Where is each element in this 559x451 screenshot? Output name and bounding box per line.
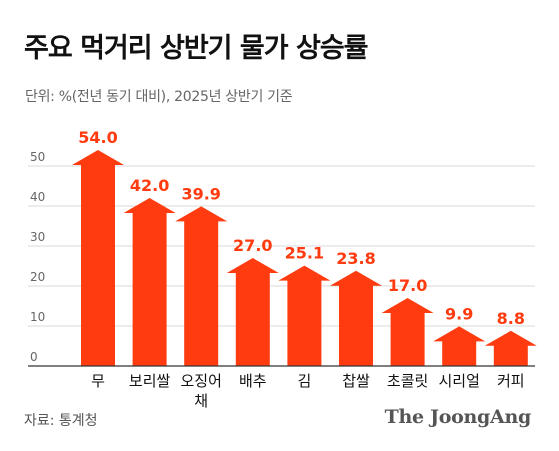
y-tick-label: 40 [30,190,45,204]
x-category-label: 김 [297,372,311,390]
bar-김 [278,265,331,366]
x-category-label: 무 [91,372,105,390]
x-category-label: 초콜릿 [387,372,428,390]
value-label: 9.9 [445,304,473,323]
y-tick-label: 0 [30,350,38,364]
x-category-label: 보리쌀 [129,372,171,390]
value-label: 25.1 [285,244,324,263]
value-label: 17.0 [388,276,427,295]
y-tick-label: 50 [30,150,45,164]
value-label: 8.8 [497,309,525,328]
chart-subtitle: 단위: %(전년 동기 대비), 2025년 상반기 기준 [25,89,293,105]
y-tick-label: 20 [30,270,45,284]
publisher-logo: The JoongAng [384,406,532,428]
chart-title: 주요 먹거리 상반기 물가 상승률 [24,33,369,64]
value-label: 23.8 [336,249,375,268]
bar-찹쌀 [330,270,382,366]
bars [72,150,537,366]
x-category-label: 오징어 [180,372,221,390]
value-label: 42.0 [130,176,169,195]
y-axis-ticks: 0 10 20 30 40 50 [30,150,45,364]
y-tick-label: 10 [30,310,45,324]
x-category-label: 시리얼 [438,372,479,390]
bar-초콜릿 [381,298,434,366]
bar-배추 [226,258,279,366]
value-labels: 54.0 42.0 39.9 27.0 25.1 23.8 17.0 9.9 8.8 [78,128,525,328]
source-note: 자료: 통계청 [24,413,98,429]
x-category-label: 채 [194,392,208,410]
x-category-label: 커피 [497,372,525,390]
bar-오징어채 [175,206,228,366]
bar-무 [72,150,124,366]
bar-보리쌀 [123,198,176,366]
bar-시리얼 [433,326,486,366]
y-tick-label: 30 [30,230,45,244]
value-label: 54.0 [78,128,117,147]
value-label: 27.0 [233,236,272,255]
value-label: 39.9 [181,184,220,203]
bar-커피 [484,330,537,366]
x-category-label: 배추 [239,372,267,390]
x-category-label: 찹쌀 [342,372,370,390]
